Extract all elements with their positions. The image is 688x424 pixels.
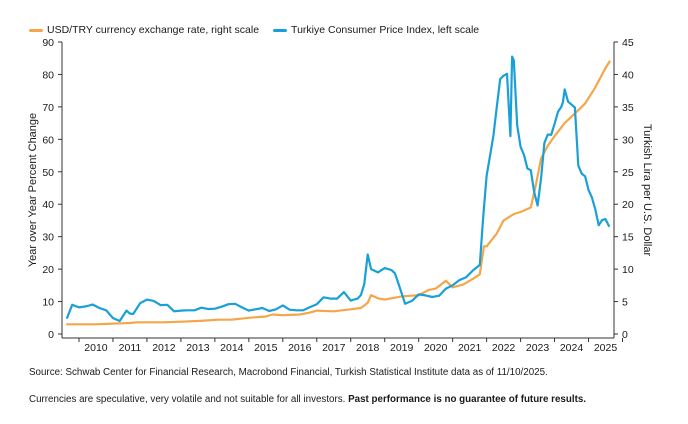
y-tick-label-left: 30 (42, 232, 54, 244)
y-tick-label-left: 70 (42, 102, 54, 114)
x-tick-label: 2011 (119, 342, 142, 354)
y-tick-label-left: 80 (42, 69, 54, 81)
y-tick-label-right: 40 (622, 69, 634, 81)
legend-swatch-usd-try (29, 28, 43, 32)
y-axis-title-right: Turkish Lira per U.S. Dollar (641, 123, 653, 257)
chart-legend: USD/TRY currency exchange rate, right sc… (29, 24, 493, 36)
x-tick-label: 2024 (560, 342, 584, 354)
x-tick-label: 2022 (492, 342, 516, 354)
legend-label-usd-try: USD/TRY currency exchange rate, right sc… (47, 24, 260, 36)
y-tick-label-right: 30 (622, 134, 634, 146)
disclaimer-bold-text: Past performance is no guarantee of futu… (348, 394, 587, 405)
x-tick-label: 2010 (84, 342, 108, 354)
y-tick-label-right: 5 (622, 297, 628, 309)
axes: 0102030405060708090051015202530354045201… (42, 37, 634, 354)
x-tick-label: 2014 (220, 342, 244, 354)
x-tick-label: 2013 (186, 342, 210, 354)
y-tick-label-right: 15 (622, 232, 634, 244)
y-tick-label-right: 25 (622, 167, 634, 179)
y-tick-label-right: 20 (622, 199, 634, 211)
usd-try-line (65, 60, 611, 326)
legend-swatch-cpi (273, 28, 288, 32)
x-tick-label: 2012 (152, 342, 176, 354)
legend-item-usd-try: USD/TRY currency exchange rate, right sc… (29, 24, 259, 36)
y-tick-label-right: 10 (622, 264, 634, 276)
source-note: Source: Schwab Center for Financial Rese… (29, 367, 548, 378)
x-tick-label: 2020 (424, 342, 448, 354)
x-tick-label: 2017 (322, 342, 346, 354)
y-tick-label-left: 60 (42, 134, 54, 146)
x-tick-label: 2018 (356, 342, 380, 354)
y-tick-label-left: 90 (42, 37, 54, 49)
x-tick-label: 2019 (390, 342, 414, 354)
x-tick-label: 2021 (458, 342, 482, 354)
x-tick-label: 2025 (594, 342, 618, 354)
y-tick-label-left: 40 (42, 199, 54, 211)
legend-item-cpi: Turkiye Consumer Price Index, left scale (273, 24, 479, 36)
y-tick-label-left: 20 (42, 264, 54, 276)
x-tick-label: 2015 (254, 342, 278, 354)
cpi-line (65, 55, 611, 323)
y-axis-title-left: Year over Year Percent Change (27, 112, 39, 268)
y-tick-label-left: 50 (42, 167, 54, 179)
legend-label-cpi: Turkiye Consumer Price Index, left scale (291, 24, 480, 36)
y-tick-label-right: 45 (622, 37, 634, 49)
x-tick-label: 2023 (526, 342, 550, 354)
y-tick-label-left: 0 (48, 329, 54, 341)
y-tick-label-right: 0 (622, 329, 628, 341)
disclaimer-text: Currencies are speculative, very volatil… (29, 394, 349, 405)
y-tick-label-right: 35 (622, 102, 634, 114)
series-layer (65, 55, 611, 326)
y-tick-label-left: 10 (42, 297, 54, 309)
disclaimer-note: Currencies are speculative, very volatil… (29, 394, 586, 405)
x-tick-label: 2016 (288, 342, 312, 354)
